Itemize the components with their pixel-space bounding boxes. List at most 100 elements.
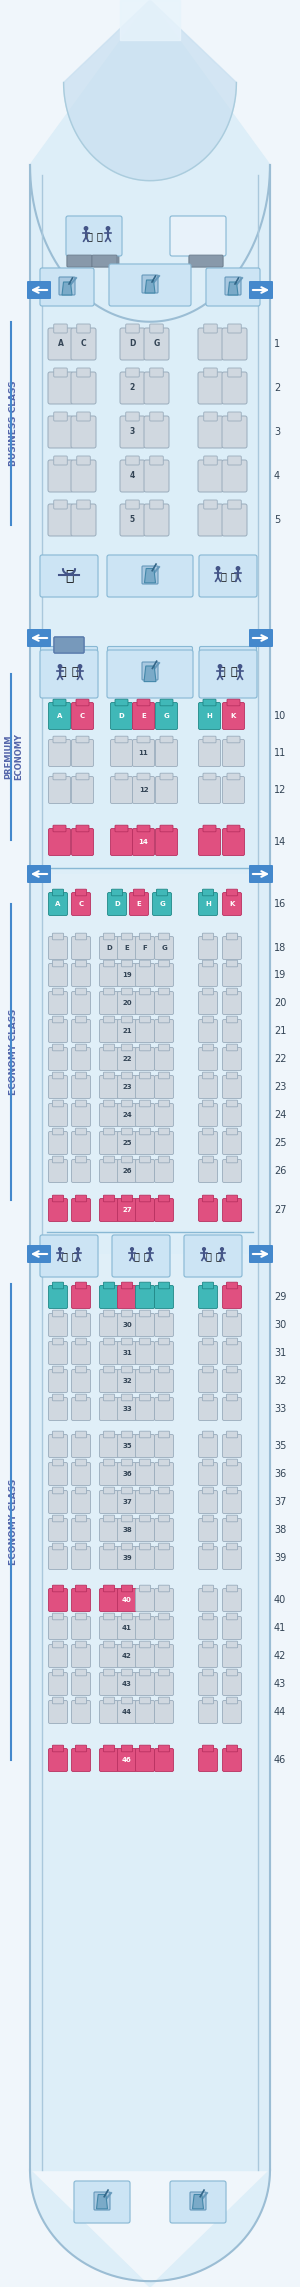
Text: E: E	[136, 901, 141, 908]
FancyBboxPatch shape	[122, 933, 133, 940]
FancyBboxPatch shape	[136, 1075, 154, 1098]
FancyBboxPatch shape	[150, 412, 163, 421]
FancyBboxPatch shape	[154, 1198, 173, 1221]
FancyBboxPatch shape	[48, 327, 73, 359]
FancyBboxPatch shape	[118, 1075, 136, 1098]
FancyBboxPatch shape	[200, 556, 256, 597]
FancyBboxPatch shape	[100, 1047, 118, 1070]
Text: 5: 5	[274, 515, 280, 526]
FancyBboxPatch shape	[199, 1160, 218, 1182]
FancyBboxPatch shape	[100, 1370, 118, 1393]
Text: 21: 21	[122, 1027, 132, 1034]
FancyBboxPatch shape	[160, 826, 173, 832]
Text: 12: 12	[139, 787, 148, 794]
FancyBboxPatch shape	[120, 503, 145, 535]
FancyBboxPatch shape	[100, 1285, 118, 1308]
FancyBboxPatch shape	[249, 1244, 273, 1262]
FancyBboxPatch shape	[223, 1132, 242, 1155]
FancyBboxPatch shape	[204, 501, 217, 510]
FancyBboxPatch shape	[103, 1544, 115, 1551]
Circle shape	[78, 663, 82, 668]
FancyBboxPatch shape	[71, 935, 91, 961]
FancyBboxPatch shape	[27, 281, 51, 300]
FancyBboxPatch shape	[154, 1589, 173, 1612]
FancyBboxPatch shape	[52, 1432, 64, 1439]
FancyBboxPatch shape	[154, 1020, 173, 1043]
FancyBboxPatch shape	[49, 778, 70, 803]
Text: 33: 33	[122, 1407, 132, 1411]
FancyBboxPatch shape	[199, 1370, 218, 1393]
FancyBboxPatch shape	[140, 1100, 151, 1107]
FancyBboxPatch shape	[54, 638, 84, 654]
FancyBboxPatch shape	[226, 1283, 238, 1290]
FancyBboxPatch shape	[136, 963, 154, 986]
Text: 38: 38	[274, 1525, 286, 1535]
FancyBboxPatch shape	[122, 1283, 133, 1290]
FancyBboxPatch shape	[94, 2191, 110, 2209]
FancyBboxPatch shape	[227, 773, 240, 780]
FancyBboxPatch shape	[227, 736, 240, 743]
Bar	[42, 293, 258, 556]
FancyBboxPatch shape	[75, 1745, 87, 1752]
FancyBboxPatch shape	[226, 1196, 238, 1201]
Text: 23: 23	[122, 1084, 132, 1091]
FancyBboxPatch shape	[76, 773, 89, 780]
FancyBboxPatch shape	[103, 1365, 115, 1372]
FancyBboxPatch shape	[53, 773, 66, 780]
FancyBboxPatch shape	[52, 1395, 64, 1402]
FancyBboxPatch shape	[71, 1702, 91, 1724]
FancyBboxPatch shape	[52, 1585, 64, 1592]
FancyBboxPatch shape	[100, 993, 118, 1015]
Text: 38: 38	[122, 1528, 132, 1532]
FancyBboxPatch shape	[118, 1702, 136, 1724]
FancyBboxPatch shape	[158, 1015, 169, 1022]
FancyBboxPatch shape	[226, 1459, 238, 1466]
FancyBboxPatch shape	[158, 1459, 169, 1466]
FancyBboxPatch shape	[150, 325, 163, 334]
FancyBboxPatch shape	[118, 1397, 136, 1420]
FancyBboxPatch shape	[154, 1672, 173, 1695]
FancyBboxPatch shape	[154, 1519, 173, 1541]
FancyBboxPatch shape	[118, 1750, 136, 1772]
FancyBboxPatch shape	[140, 1127, 151, 1134]
FancyBboxPatch shape	[226, 890, 238, 897]
FancyBboxPatch shape	[223, 1491, 242, 1514]
FancyBboxPatch shape	[140, 1015, 151, 1022]
FancyBboxPatch shape	[54, 412, 67, 421]
FancyBboxPatch shape	[140, 1073, 151, 1079]
FancyBboxPatch shape	[199, 993, 218, 1015]
FancyBboxPatch shape	[48, 460, 73, 492]
FancyBboxPatch shape	[115, 826, 128, 832]
FancyBboxPatch shape	[49, 1342, 68, 1365]
FancyBboxPatch shape	[71, 1020, 91, 1043]
FancyBboxPatch shape	[223, 1461, 242, 1487]
FancyBboxPatch shape	[122, 988, 133, 995]
FancyBboxPatch shape	[136, 1434, 154, 1457]
Text: 👤: 👤	[133, 1251, 139, 1260]
FancyBboxPatch shape	[71, 1132, 91, 1155]
FancyBboxPatch shape	[136, 1313, 154, 1336]
Text: ECONOMY CLASS: ECONOMY CLASS	[10, 1480, 19, 1564]
FancyBboxPatch shape	[76, 736, 89, 743]
FancyBboxPatch shape	[75, 1585, 87, 1592]
FancyBboxPatch shape	[137, 826, 150, 832]
FancyBboxPatch shape	[223, 892, 242, 915]
FancyBboxPatch shape	[49, 1160, 68, 1182]
FancyBboxPatch shape	[226, 1432, 238, 1439]
Circle shape	[106, 226, 110, 231]
FancyBboxPatch shape	[206, 268, 260, 306]
FancyBboxPatch shape	[226, 1395, 238, 1402]
FancyBboxPatch shape	[155, 828, 178, 855]
FancyBboxPatch shape	[110, 828, 133, 855]
Text: 👤: 👤	[143, 1251, 149, 1260]
FancyBboxPatch shape	[52, 1100, 64, 1107]
FancyBboxPatch shape	[199, 935, 218, 961]
FancyBboxPatch shape	[75, 1544, 87, 1551]
Text: H: H	[207, 714, 212, 718]
FancyBboxPatch shape	[118, 1020, 136, 1043]
FancyBboxPatch shape	[118, 1461, 136, 1487]
FancyBboxPatch shape	[198, 460, 223, 492]
FancyBboxPatch shape	[136, 1105, 154, 1127]
FancyBboxPatch shape	[202, 1395, 214, 1402]
FancyBboxPatch shape	[75, 1365, 87, 1372]
